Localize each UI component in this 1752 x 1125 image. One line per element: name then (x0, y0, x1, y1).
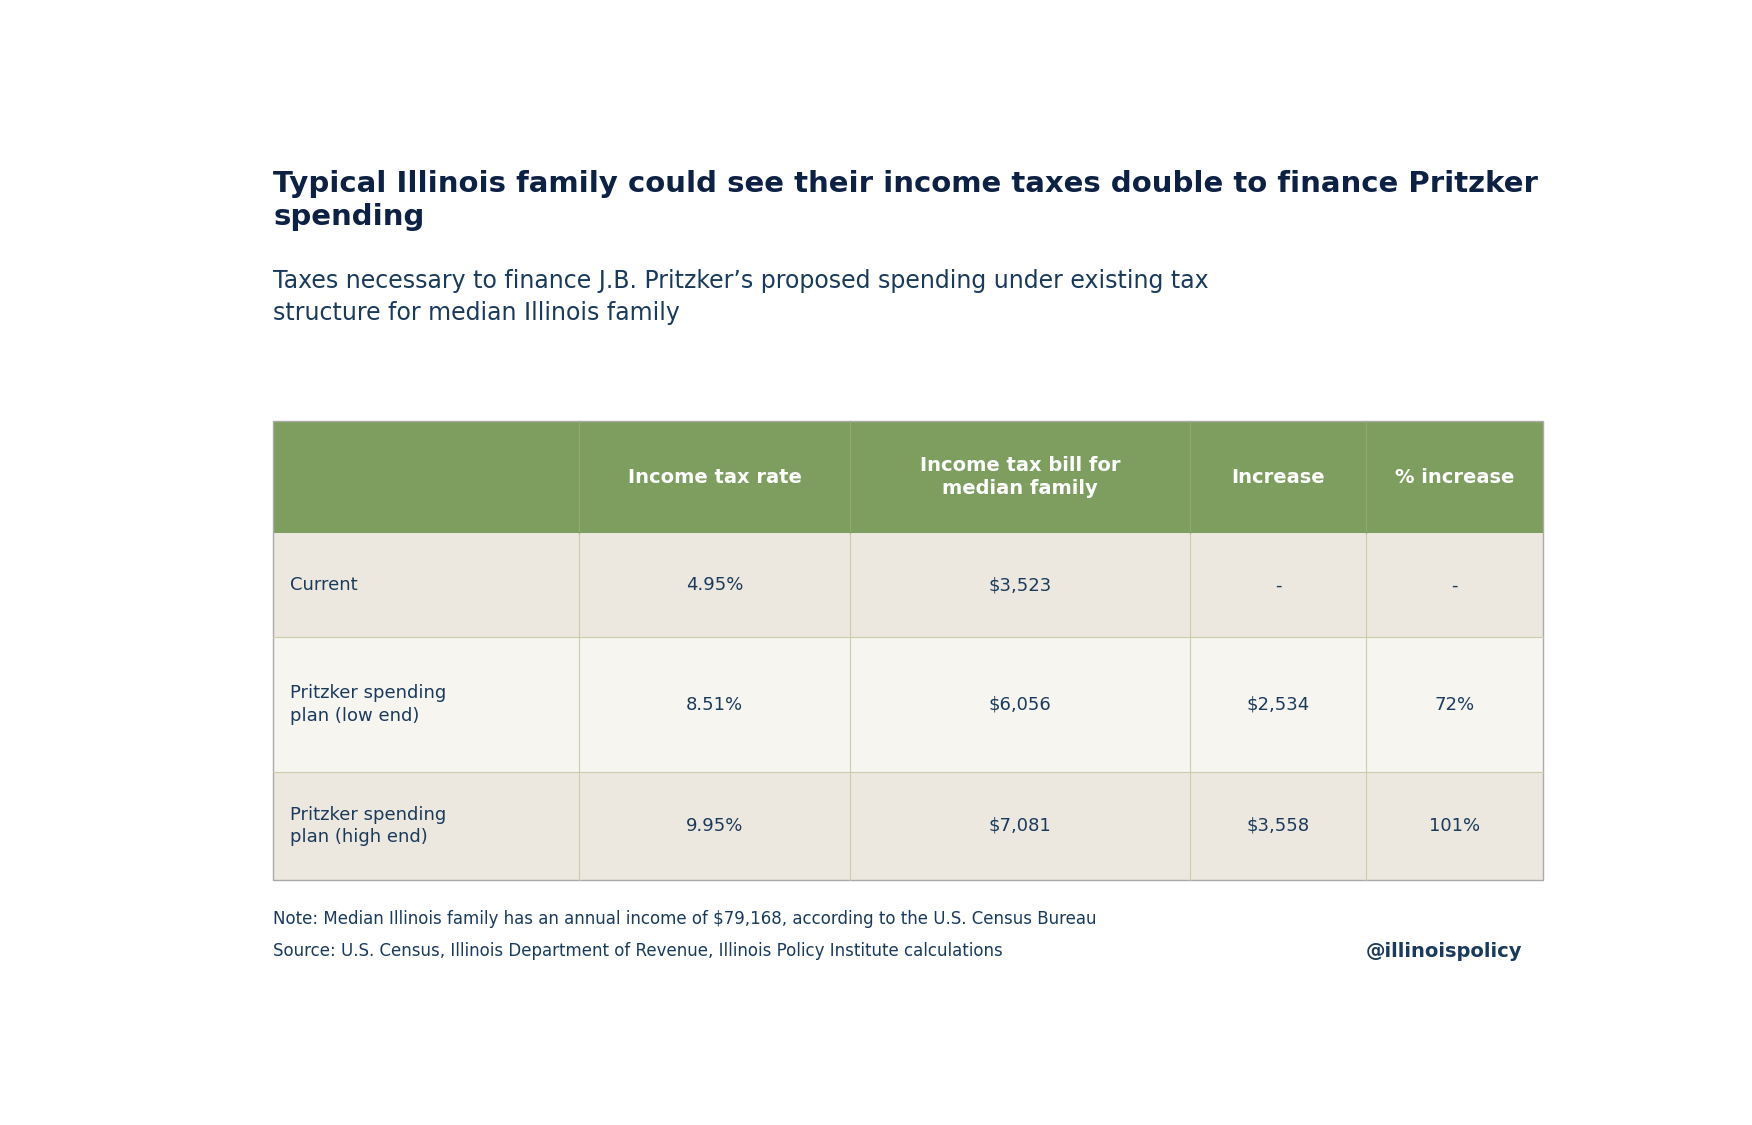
Text: Source: U.S. Census, Illinois Department of Revenue, Illinois Policy Institute c: Source: U.S. Census, Illinois Department… (273, 943, 1004, 961)
Text: 101%: 101% (1430, 817, 1480, 835)
Text: 9.95%: 9.95% (687, 817, 743, 835)
Text: Current: Current (289, 576, 357, 594)
Text: Taxes necessary to finance J.B. Pritzker’s proposed spending under existing tax
: Taxes necessary to finance J.B. Pritzker… (273, 269, 1209, 325)
Text: $7,081: $7,081 (988, 817, 1051, 835)
Text: $6,056: $6,056 (988, 695, 1051, 713)
Text: Typical Illinois family could see their income taxes double to finance Pritzker
: Typical Illinois family could see their … (273, 170, 1538, 231)
Text: 4.95%: 4.95% (687, 576, 743, 594)
Text: 8.51%: 8.51% (687, 695, 743, 713)
Text: $2,534: $2,534 (1246, 695, 1310, 713)
Text: -: - (1275, 576, 1281, 594)
Text: % increase: % increase (1395, 468, 1514, 487)
Text: Pritzker spending
plan (high end): Pritzker spending plan (high end) (289, 806, 445, 846)
Text: Increase: Increase (1232, 468, 1325, 487)
Text: @illinoispolicy: @illinoispolicy (1367, 943, 1522, 962)
Text: Pritzker spending
plan (low end): Pritzker spending plan (low end) (289, 684, 445, 724)
Text: Income tax rate: Income tax rate (627, 468, 801, 487)
Text: -: - (1451, 576, 1458, 594)
Text: 72%: 72% (1435, 695, 1475, 713)
Text: $3,523: $3,523 (988, 576, 1051, 594)
Text: Note: Median Illinois family has an annual income of $79,168, according to the U: Note: Median Illinois family has an annu… (273, 910, 1097, 928)
Text: Income tax bill for
median family: Income tax bill for median family (920, 457, 1120, 498)
Text: $3,558: $3,558 (1246, 817, 1310, 835)
